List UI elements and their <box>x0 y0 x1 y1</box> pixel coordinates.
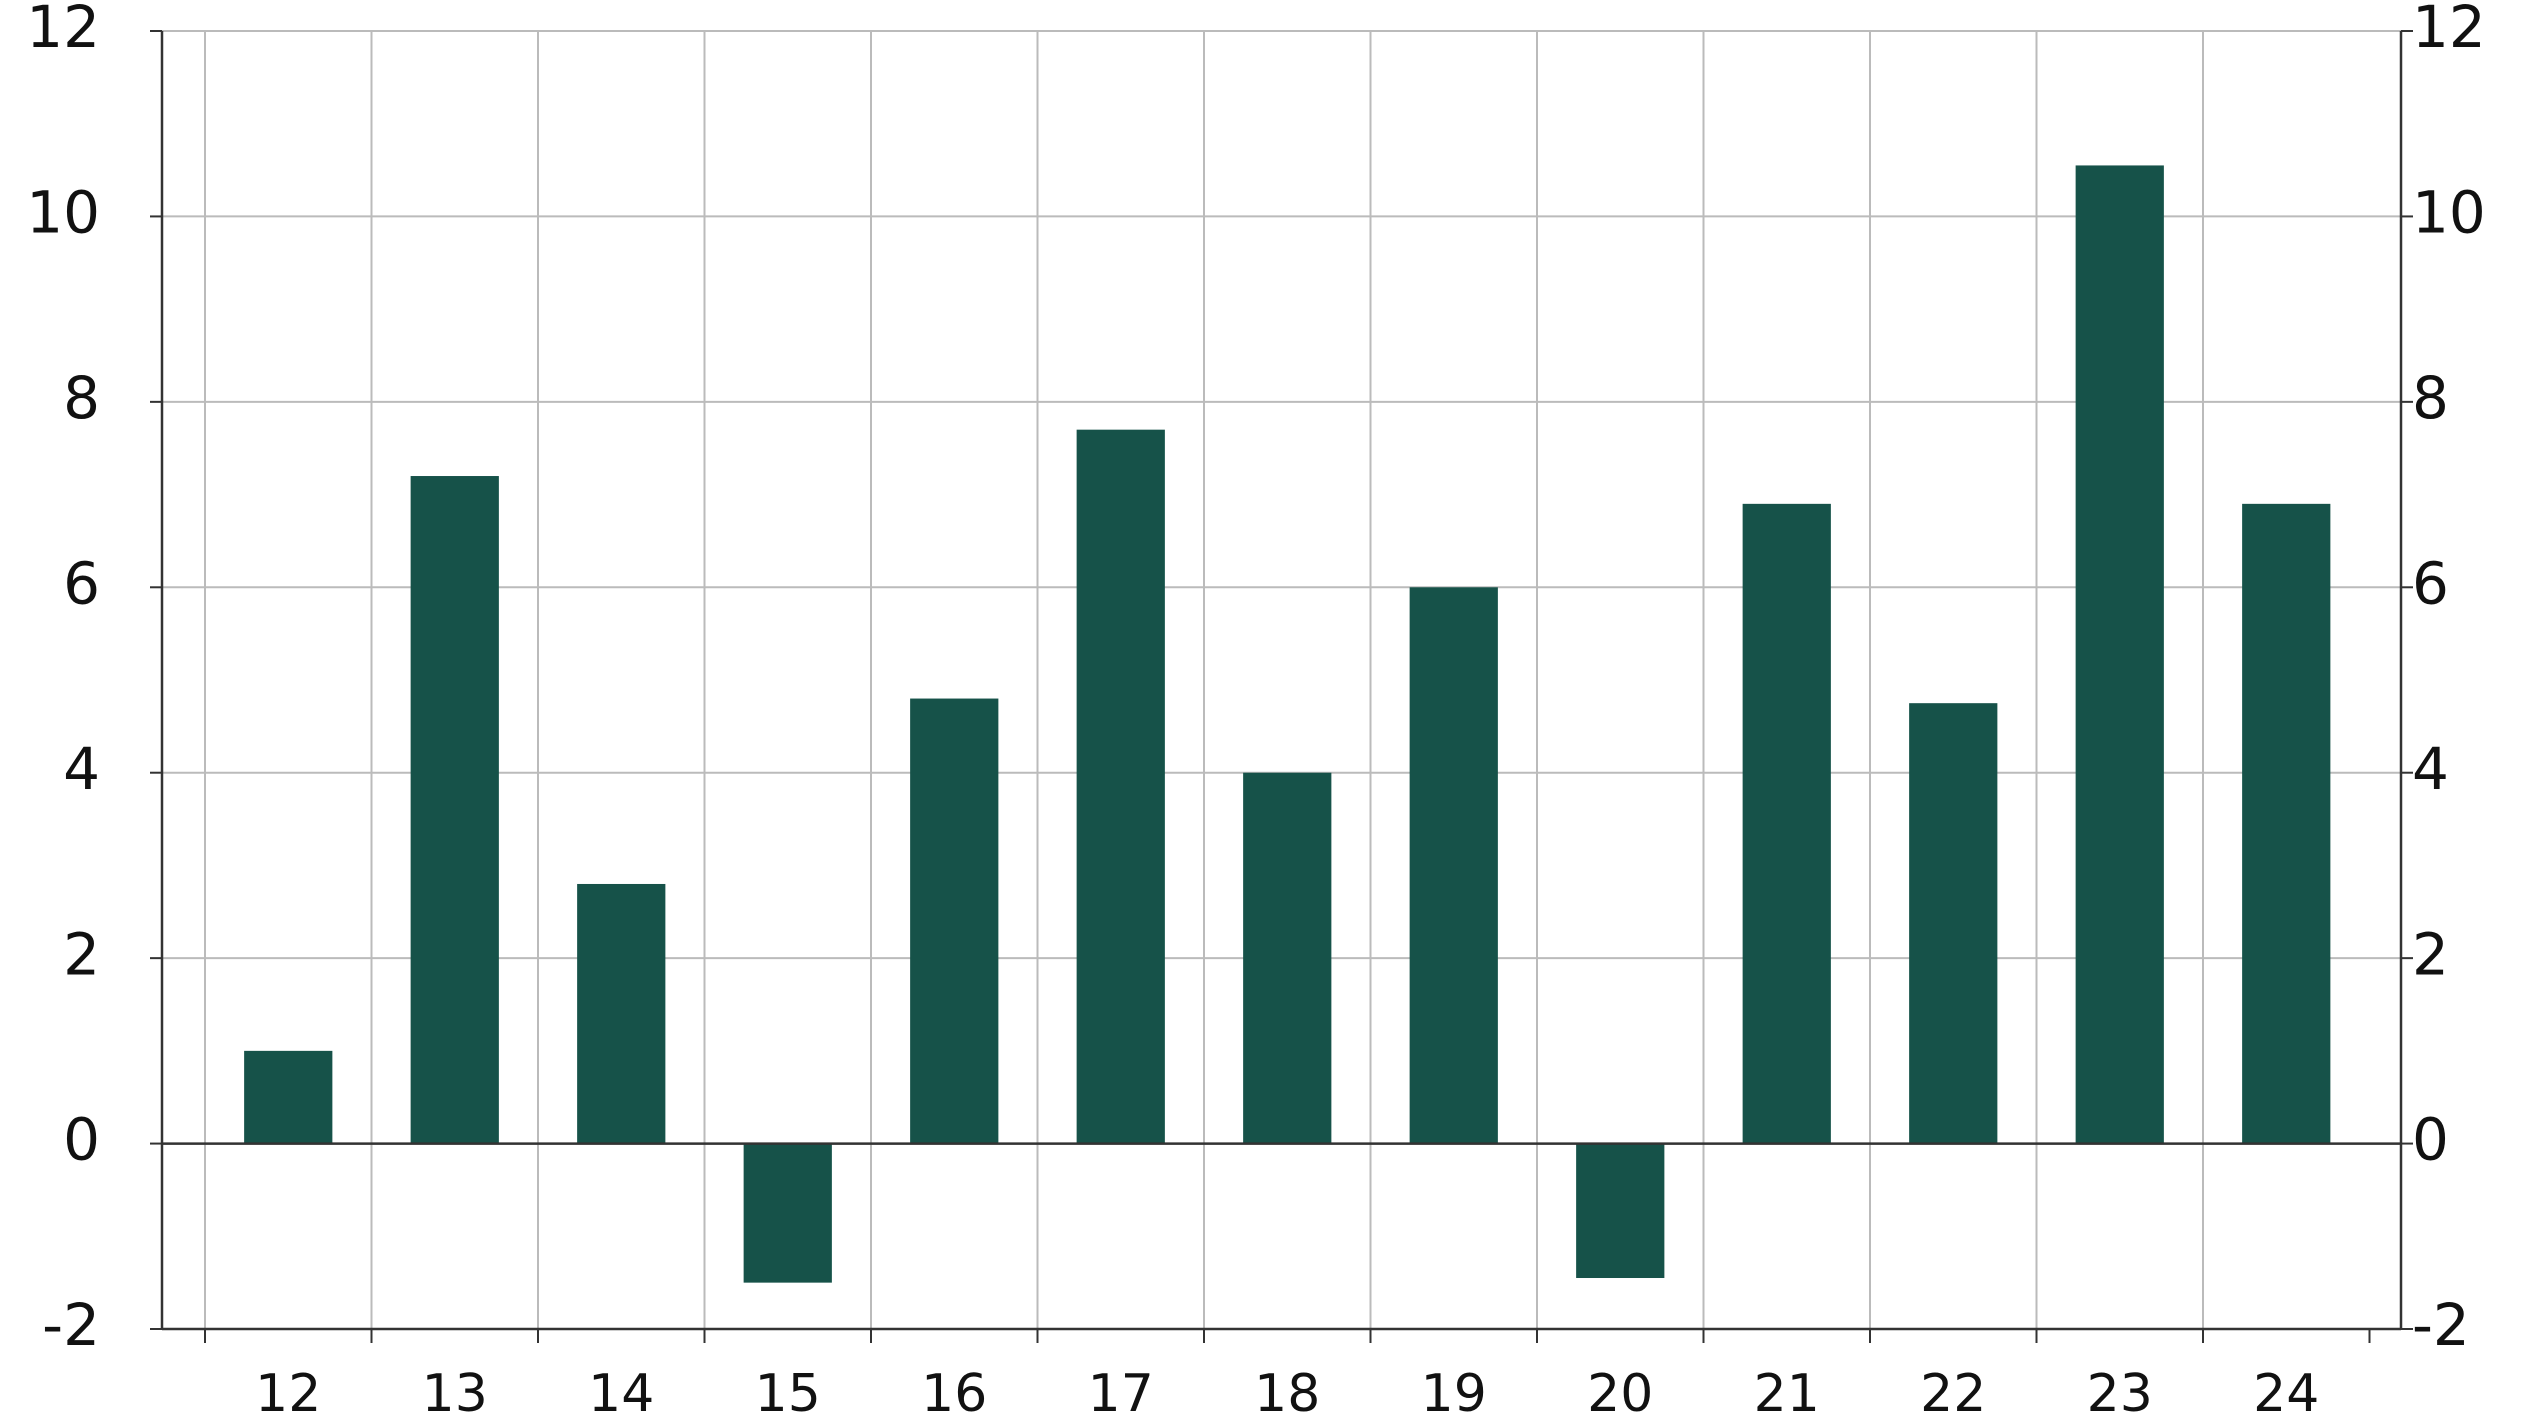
bar <box>1243 772 1332 1144</box>
y2-tick-label: 6 <box>2412 549 2449 617</box>
y-tick-label: 6 <box>63 549 100 617</box>
bar <box>1076 429 1165 1144</box>
bar <box>577 883 666 1144</box>
y2-tick-label: 12 <box>2412 0 2486 61</box>
x-tick-label: 24 <box>2253 1364 2319 1424</box>
x-tick-label: 16 <box>921 1364 987 1424</box>
bar <box>1409 587 1498 1144</box>
x-tick-label: 15 <box>755 1364 821 1424</box>
x-tick-label: 21 <box>1754 1364 1820 1424</box>
y2-tick-label: 4 <box>2412 735 2449 803</box>
y2-tick-label: 8 <box>2412 364 2449 432</box>
x-tick-label: 17 <box>1088 1364 1154 1424</box>
x-tick-label: 20 <box>1587 1364 1653 1424</box>
bar <box>1576 1143 1665 1279</box>
x-tick-label: 12 <box>255 1364 321 1424</box>
bar <box>244 1050 333 1144</box>
x-tick-label: 14 <box>588 1364 654 1424</box>
y-tick-label: 12 <box>26 0 100 61</box>
bar <box>1742 503 1831 1144</box>
y2-tick-label: 10 <box>2412 179 2486 247</box>
y-tick-label: 0 <box>63 1106 100 1174</box>
x-tick-label: 19 <box>1421 1364 1487 1424</box>
x-tick-label: 13 <box>422 1364 488 1424</box>
x-tick-label: 18 <box>1254 1364 1320 1424</box>
x-tick-label: 23 <box>2087 1364 2153 1424</box>
x-tick-label: 22 <box>1920 1364 1986 1424</box>
y2-tick-label: 0 <box>2412 1106 2449 1174</box>
bar <box>2242 503 2331 1144</box>
bar <box>910 698 999 1144</box>
y-tick-label: 2 <box>63 920 100 988</box>
bar <box>743 1143 832 1283</box>
bar <box>1909 703 1998 1144</box>
y2-tick-label: 2 <box>2412 920 2449 988</box>
bar <box>2075 165 2164 1144</box>
y-tick-label: -2 <box>42 1291 100 1359</box>
y-tick-label: 10 <box>26 179 100 247</box>
y2-tick-label: -2 <box>2412 1291 2470 1359</box>
y-tick-label: 4 <box>63 735 100 803</box>
bar <box>410 476 499 1144</box>
y-tick-label: 8 <box>63 364 100 432</box>
